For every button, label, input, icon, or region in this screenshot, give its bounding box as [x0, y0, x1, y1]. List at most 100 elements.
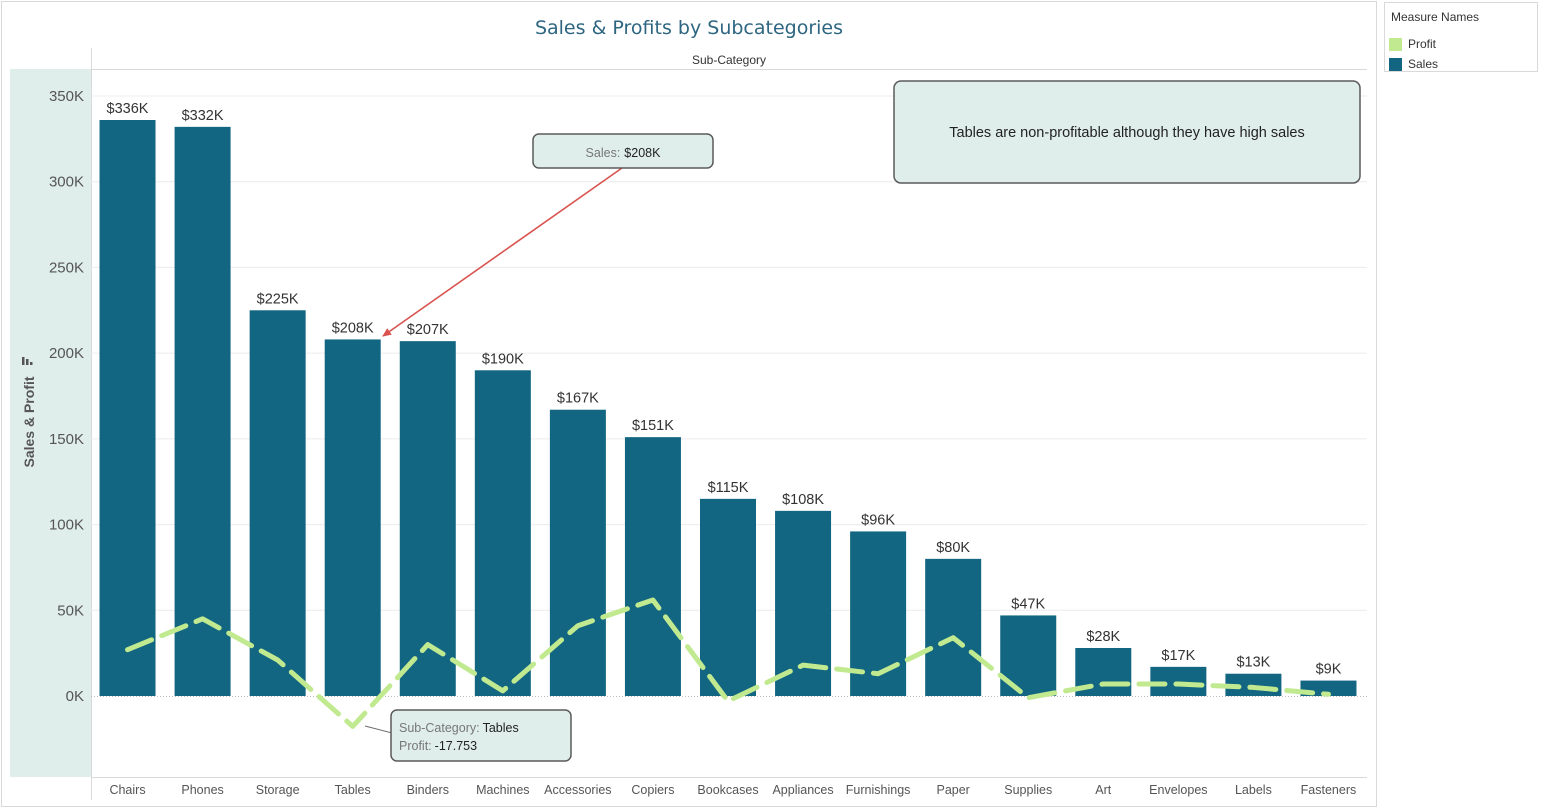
bar-sales[interactable]	[549, 409, 606, 696]
sales-annotation-text: Sales: $208K	[586, 146, 662, 160]
profit-annotation-profit-value: -17.753	[435, 739, 477, 753]
profit-point[interactable]	[875, 671, 881, 677]
profit-point[interactable]	[1250, 684, 1256, 690]
bar-sales[interactable]	[399, 341, 456, 696]
bar-sales[interactable]	[174, 126, 231, 697]
profit-point[interactable]	[350, 723, 356, 729]
x-tick-label: Supplies	[1004, 783, 1052, 797]
profit-point[interactable]	[1325, 691, 1331, 697]
bar-sales[interactable]	[700, 498, 756, 696]
profit-annotation-pointer	[364, 725, 393, 734]
bar-sales[interactable]	[249, 310, 306, 696]
bar-value-label: $47K	[1011, 596, 1045, 612]
x-tick-label: Bookcases	[697, 783, 758, 797]
bar-sales[interactable]	[925, 558, 982, 696]
x-tick-label: Machines	[476, 783, 530, 797]
note-text: Tables are non-profitable although they …	[949, 125, 1305, 141]
profit-point[interactable]	[275, 657, 281, 663]
sort-icon[interactable]	[22, 357, 33, 365]
bar-value-label: $17K	[1161, 648, 1195, 664]
bar-sales[interactable]	[624, 437, 681, 696]
x-tick-label: Furnishings	[846, 783, 911, 797]
x-axis-ticks: Chairs Phones Storage Tables Binders Machines…	[109, 783, 1356, 797]
x-tick-label: Chairs	[109, 783, 145, 797]
legend-label-profit: Profit	[1408, 37, 1437, 51]
profit-point[interactable]	[200, 616, 206, 622]
x-tick-label: Paper	[936, 783, 969, 797]
y-tick-label: 100K	[49, 517, 84, 534]
bar-value-label: $225K	[257, 291, 299, 307]
profit-line[interactable]	[125, 597, 1331, 729]
sales-annotation-prefix: Sales:	[586, 146, 621, 160]
profit-annotation-profit-prefix: Profit:	[399, 739, 432, 753]
legend-title: Measure Names	[1391, 10, 1480, 24]
x-tick-label: Copiers	[631, 783, 674, 797]
bar-value-label: $80K	[936, 540, 970, 556]
legend-swatch-sales	[1389, 57, 1402, 71]
profit-line-group	[125, 597, 1331, 729]
bar-value-label: $28K	[1086, 629, 1120, 645]
legend-item-sales[interactable]: Sales	[1389, 56, 1438, 72]
sales-annotation-box	[532, 133, 714, 169]
profit-point[interactable]	[1025, 695, 1031, 701]
x-tick-label: Appliances	[772, 783, 833, 797]
bar-value-label: $332K	[182, 108, 224, 124]
bar-value-label: $151K	[632, 418, 674, 434]
y-tick-label: 150K	[49, 431, 84, 448]
profit-point[interactable]	[425, 642, 431, 648]
profit-point[interactable]	[575, 623, 581, 629]
bar-value-label: $208K	[332, 320, 374, 336]
x-tick-label: Accessories	[544, 783, 611, 797]
profit-annotation-category-value: Tables	[483, 721, 519, 735]
sales-annotation: Sales: $208K	[532, 133, 714, 169]
y-tick-label: 50K	[57, 602, 84, 619]
y-tick-label: 250K	[49, 259, 84, 276]
y-tick-label: 300K	[49, 174, 84, 191]
x-tick-label: Binders	[407, 783, 449, 797]
bar-sales[interactable]	[99, 120, 156, 696]
bar-sales[interactable]	[474, 370, 531, 696]
legend-label-sales: Sales	[1408, 57, 1439, 71]
x-tick-label: Phones	[181, 783, 223, 797]
bar-value-label: $207K	[407, 322, 449, 338]
column-header: Sub-Category	[692, 53, 766, 67]
y-tick-label: 0K	[66, 688, 84, 705]
profit-point[interactable]	[1100, 681, 1106, 687]
x-tick-label: Fasteners	[1301, 783, 1357, 797]
bar-value-label: $13K	[1236, 655, 1270, 671]
profit-point[interactable]	[950, 635, 956, 641]
bar-sales[interactable]	[1150, 666, 1207, 696]
y-axis-pane	[10, 69, 91, 777]
y-tick-label: 200K	[49, 345, 84, 362]
legend-swatch-profit	[1389, 37, 1402, 51]
sales-annotation-arrow	[382, 167, 623, 337]
profit-annotation-category-prefix: Sub-Category:	[399, 721, 480, 735]
profit-point[interactable]	[125, 647, 131, 653]
profit-point[interactable]	[800, 662, 806, 668]
x-tick-label: Tables	[335, 783, 371, 797]
chart-frame	[1, 1, 1377, 807]
sales-bars	[99, 120, 1357, 697]
profit-point[interactable]	[725, 698, 731, 704]
legend-item-profit[interactable]: Profit	[1389, 36, 1436, 52]
bar-value-label: $336K	[107, 101, 149, 117]
sales-annotation-value: $208K	[624, 146, 661, 160]
bar-sales[interactable]	[850, 531, 907, 696]
x-tick-label: Envelopes	[1149, 783, 1207, 797]
x-tick-label: Storage	[256, 783, 300, 797]
profit-point[interactable]	[500, 688, 506, 694]
profit-point[interactable]	[650, 597, 656, 603]
sales-value-labels: $336K $332K $225K $208K $207K $190K $167K $151K…	[107, 101, 1342, 678]
bar-sales[interactable]	[324, 339, 381, 696]
bar-value-label: $115K	[708, 480, 749, 496]
x-tick-label: Labels	[1235, 783, 1272, 797]
profit-annotation-profit: Profit: -17.753	[399, 739, 477, 753]
x-tick-label: Art	[1095, 783, 1112, 797]
profit-point[interactable]	[1175, 681, 1181, 687]
y-tick-label: 350K	[49, 88, 84, 105]
bar-value-label: $190K	[482, 351, 524, 367]
y-axis-ticks: 350K 300K 250K 200K 150K 100K 50K 0K	[49, 88, 84, 705]
chart-title: Sales & Profits by Subcategories	[535, 17, 843, 39]
bar-value-label: $108K	[782, 492, 824, 508]
